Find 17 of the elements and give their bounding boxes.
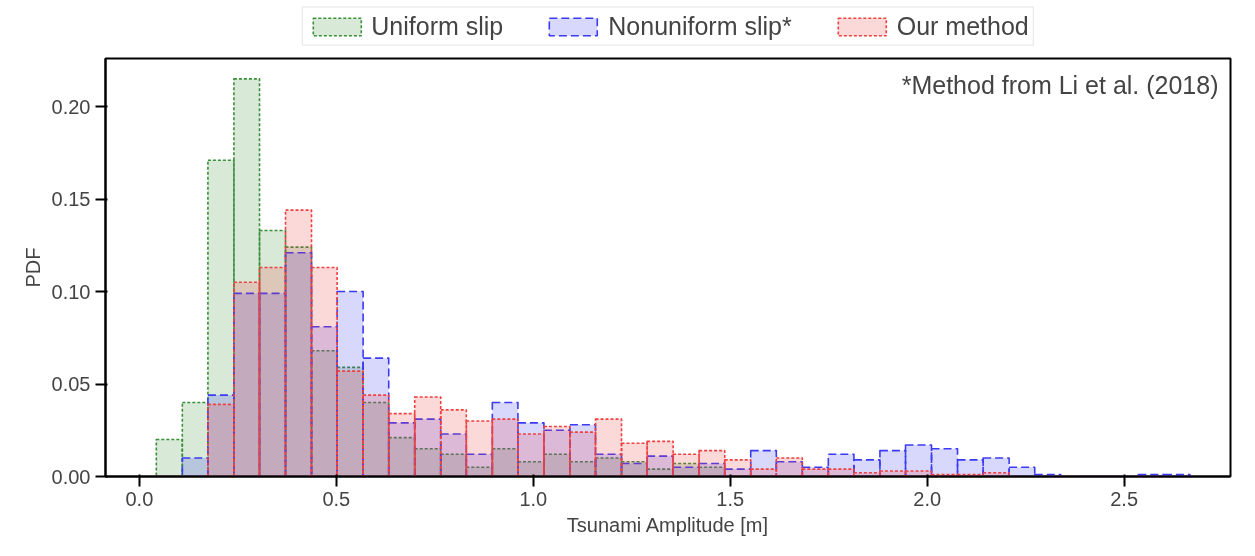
legend-label: Our method (896, 11, 1029, 41)
annotation: *Method from Li et al. (2018) (901, 70, 1219, 99)
y-tick-label: 0.10 (51, 280, 91, 303)
legend-label: Nonuniform slip* (608, 11, 792, 41)
legend-label: Uniform slip (371, 11, 504, 41)
x-axis-title: Tsunami Amplitude [m] (566, 513, 769, 536)
y-tick-label: 0.05 (51, 373, 91, 396)
x-tick-label: 2.0 (913, 487, 942, 510)
x-tick-label: 0.0 (125, 487, 154, 510)
y-tick-label: 0.15 (51, 188, 91, 211)
y-tick-label: 0.20 (51, 95, 91, 118)
x-tick-label: 0.5 (322, 487, 351, 510)
x-tick-label: 2.5 (1110, 487, 1139, 510)
x-tick-label: 1.5 (716, 487, 745, 510)
y-axis-title: PDF (21, 247, 44, 288)
y-tick-label: 0.00 (51, 465, 91, 488)
x-tick-label: 1.0 (519, 487, 548, 510)
